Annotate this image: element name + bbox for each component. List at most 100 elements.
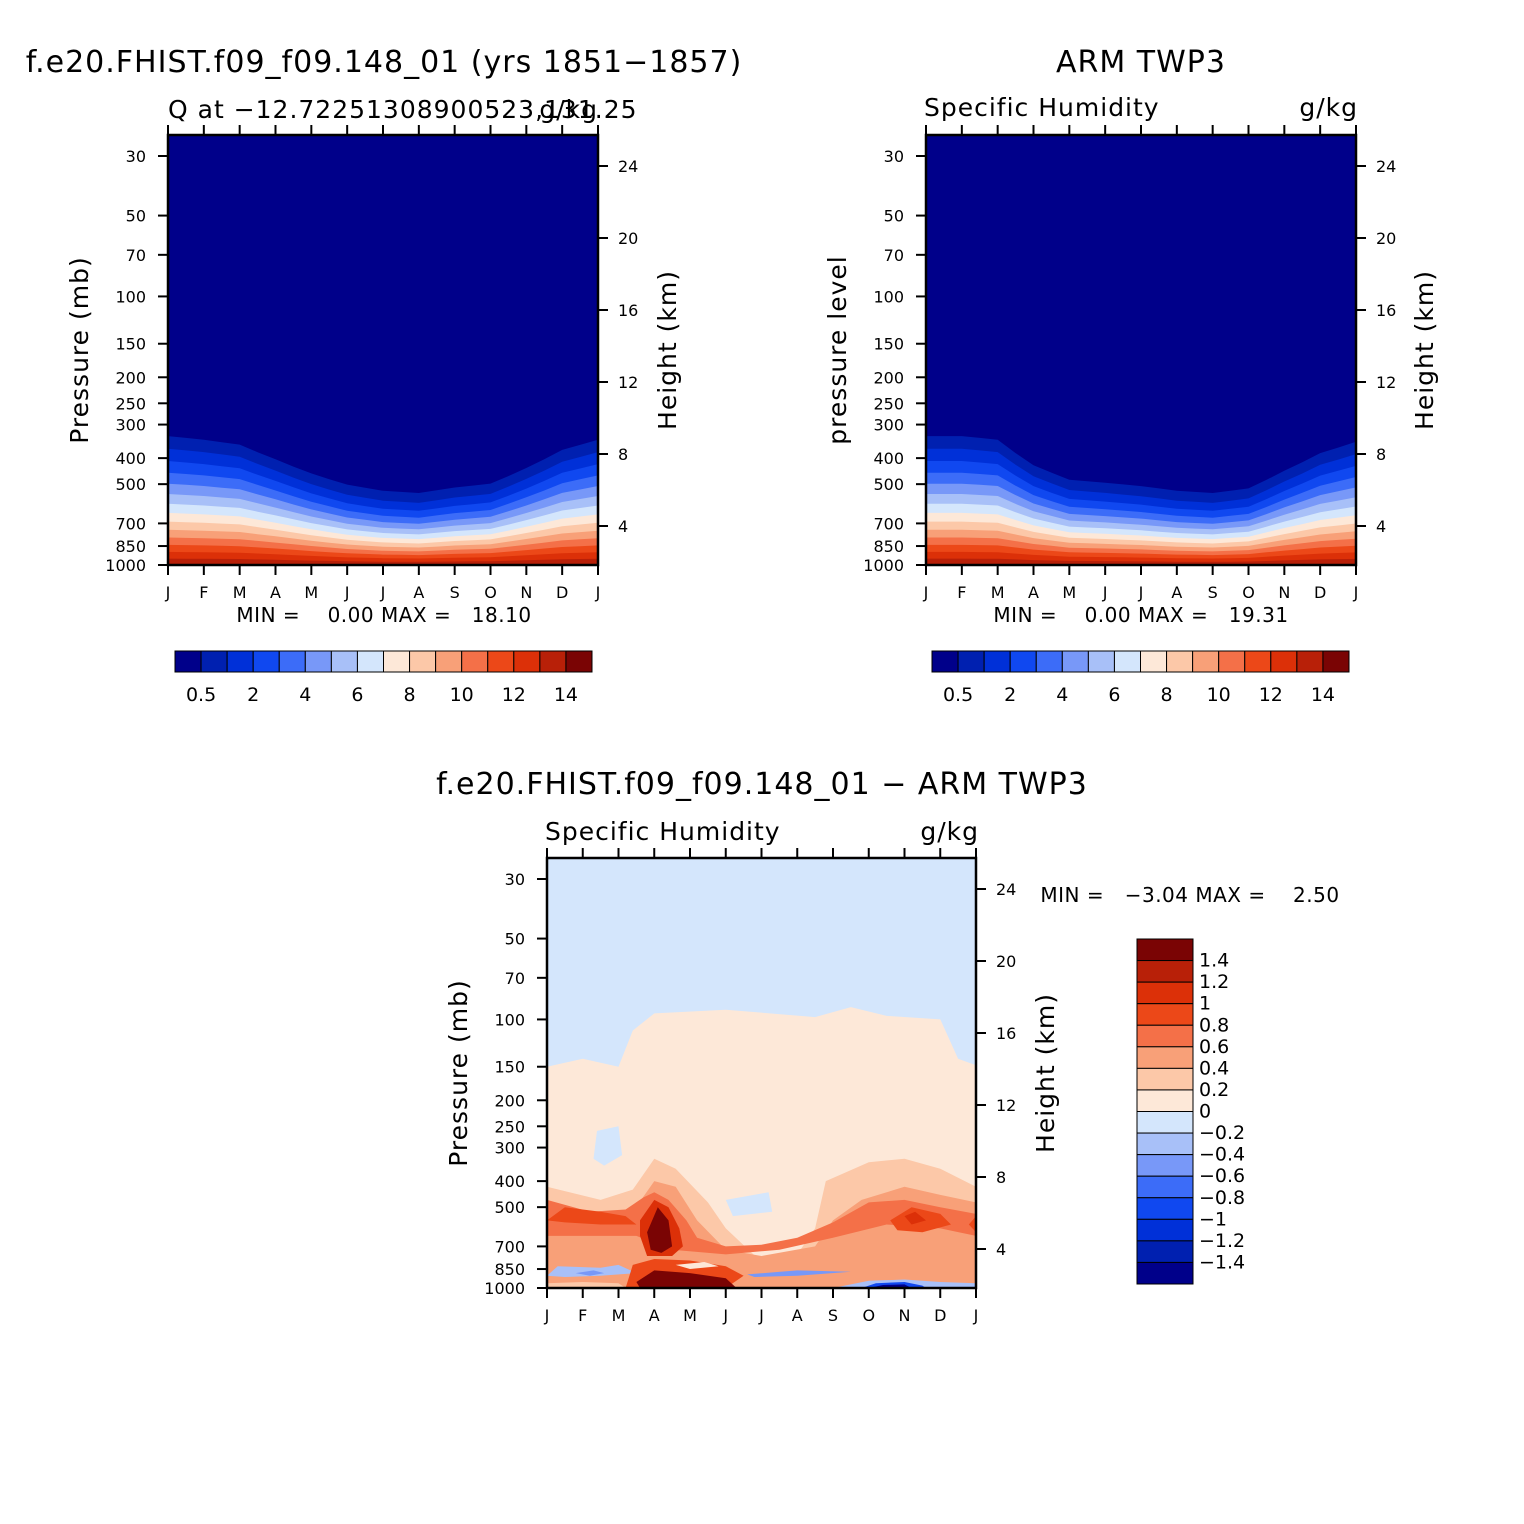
- month-tick-label: A: [1028, 583, 1039, 602]
- colorbar-swatch: [356, 650, 384, 673]
- month-tick-label: F: [578, 1306, 587, 1325]
- colorbar-label: 1.4: [1199, 950, 1229, 972]
- colorbar-swatch: [1136, 1111, 1194, 1134]
- colorbar-swatch: [1136, 938, 1194, 962]
- colorbar-swatch: [226, 650, 254, 673]
- panel-model-colorbar: 0.5 2 4 6 8 10 12 14: [174, 650, 593, 706]
- colorbar-label: 6: [351, 684, 363, 706]
- colorbar-label: 0: [1199, 1101, 1211, 1123]
- colorbar-swatch: [1136, 1197, 1194, 1220]
- month-tick-label: A: [270, 583, 281, 602]
- month-tick-label: M: [612, 1306, 626, 1325]
- colorbar-swatch: [1035, 650, 1063, 673]
- pressure-tick-label: 200: [494, 1091, 525, 1110]
- pressure-tick-label: 850: [115, 537, 146, 556]
- colorbar-swatch: [1296, 650, 1324, 673]
- colorbar-swatch: [461, 650, 489, 673]
- colorbar-swatch: [1166, 650, 1194, 673]
- colorbar-swatch: [435, 650, 463, 673]
- month-tick-label: J: [923, 583, 929, 602]
- panel-obs-y-right-label: Height (km): [1410, 270, 1439, 430]
- colorbar-label: 14: [1311, 684, 1335, 706]
- pressure-tick-label: 30: [126, 147, 146, 166]
- month-tick-label: M: [683, 1306, 697, 1325]
- colorbar-label: 1: [1199, 993, 1211, 1015]
- contour-band: [547, 1207, 637, 1225]
- height-tick-label: 20: [1376, 229, 1396, 248]
- month-tick-label: M: [304, 583, 318, 602]
- colorbar-swatch: [1140, 650, 1168, 673]
- contour-band: [725, 1192, 773, 1217]
- pressure-tick-label: 300: [115, 416, 146, 435]
- pressure-tick-label: 700: [494, 1237, 525, 1256]
- colorbar-label: −1.2: [1199, 1230, 1245, 1252]
- colorbar-label: 0.8: [1199, 1014, 1229, 1036]
- contour-band: [575, 1270, 605, 1276]
- month-tick-label: M: [991, 583, 1005, 602]
- colorbar-label: 14: [554, 684, 578, 706]
- pressure-tick-label: 850: [494, 1260, 525, 1279]
- month-tick-label: J: [1102, 583, 1108, 602]
- colorbar-swatch: [200, 650, 228, 673]
- month-tick-label: J: [165, 583, 171, 602]
- month-tick-label: N: [899, 1306, 911, 1325]
- month-tick-label: S: [1208, 583, 1218, 602]
- colorbar-label: 10: [450, 684, 474, 706]
- month-tick-label: S: [828, 1306, 838, 1325]
- month-tick-label: A: [792, 1306, 803, 1325]
- colorbar-label: 0.5: [943, 684, 973, 706]
- colorbar-swatch: [1136, 1089, 1194, 1112]
- colorbar-swatch: [1322, 650, 1350, 673]
- colorbar-swatch: [1087, 650, 1115, 673]
- colorbar-swatch: [409, 650, 437, 673]
- panel-obs: ARM TWP3 Specific Humidity g/kg 30 50 70 10…: [823, 45, 1439, 706]
- month-tick-label: A: [649, 1306, 660, 1325]
- panel-diff-minmax: MIN = −3.04 MAX = 2.50: [1040, 883, 1339, 907]
- month-tick-label: M: [233, 583, 247, 602]
- pressure-tick-label: 30: [884, 147, 904, 166]
- colorbar-swatch: [252, 650, 280, 673]
- colorbar-label: 2: [1004, 684, 1016, 706]
- height-tick-label: 8: [1376, 445, 1386, 464]
- month-tick-label: J: [544, 1306, 550, 1325]
- colorbar-swatch: [1136, 1240, 1194, 1263]
- contour-band: [675, 1262, 719, 1269]
- colorbar-swatch: [1218, 650, 1246, 673]
- month-tick-label: J: [722, 1306, 728, 1325]
- pressure-tick-label: 150: [873, 335, 904, 354]
- colorbar-swatch: [957, 650, 985, 673]
- colorbar-swatch: [1061, 650, 1089, 673]
- height-tick-label: 4: [618, 517, 628, 536]
- panel-model-y-right-label: Height (km): [653, 270, 682, 430]
- colorbar-label: 8: [1161, 684, 1173, 706]
- height-tick-label: 12: [996, 1096, 1016, 1115]
- height-tick-label: 24: [996, 880, 1016, 899]
- colorbar-label: 0.4: [1199, 1057, 1229, 1079]
- pressure-tick-label: 1000: [863, 556, 904, 575]
- panel-diff-y-right-label: Height (km): [1031, 993, 1060, 1153]
- pressure-tick-label: 400: [873, 449, 904, 468]
- panel-diff-colorbar: 1.41.210.80.60.40.20−0.2−0.4−0.6−0.8−1−1…: [1136, 938, 1245, 1285]
- colorbar-swatch: [487, 650, 515, 673]
- contour-band: [168, 558, 598, 565]
- pressure-tick-label: 100: [873, 287, 904, 306]
- pressure-tick-label: 200: [115, 368, 146, 387]
- height-tick-label: 8: [618, 445, 628, 464]
- month-tick-label: J: [973, 1306, 979, 1325]
- month-tick-label: O: [862, 1306, 875, 1325]
- month-tick-label: J: [1353, 583, 1359, 602]
- colorbar-swatch: [1192, 650, 1220, 673]
- pressure-tick-label: 250: [115, 394, 146, 413]
- pressure-tick-label: 50: [505, 930, 525, 949]
- pressure-tick-label: 1000: [484, 1279, 525, 1298]
- panel-model: f.e20.FHIST.f09_f09.148_01 (yrs 1851−185…: [26, 45, 742, 706]
- panel-model-subtitle-left: Q at −12.72251308900523,131.25: [168, 95, 638, 124]
- panel-model-contour-field: [168, 135, 598, 565]
- pressure-tick-label: 70: [505, 969, 525, 988]
- colorbar-label: 2: [247, 684, 259, 706]
- panel-model-minmax: MIN = 0.00 MAX = 18.10: [236, 603, 531, 627]
- contour-band: [647, 1207, 673, 1253]
- height-tick-label: 12: [618, 373, 638, 392]
